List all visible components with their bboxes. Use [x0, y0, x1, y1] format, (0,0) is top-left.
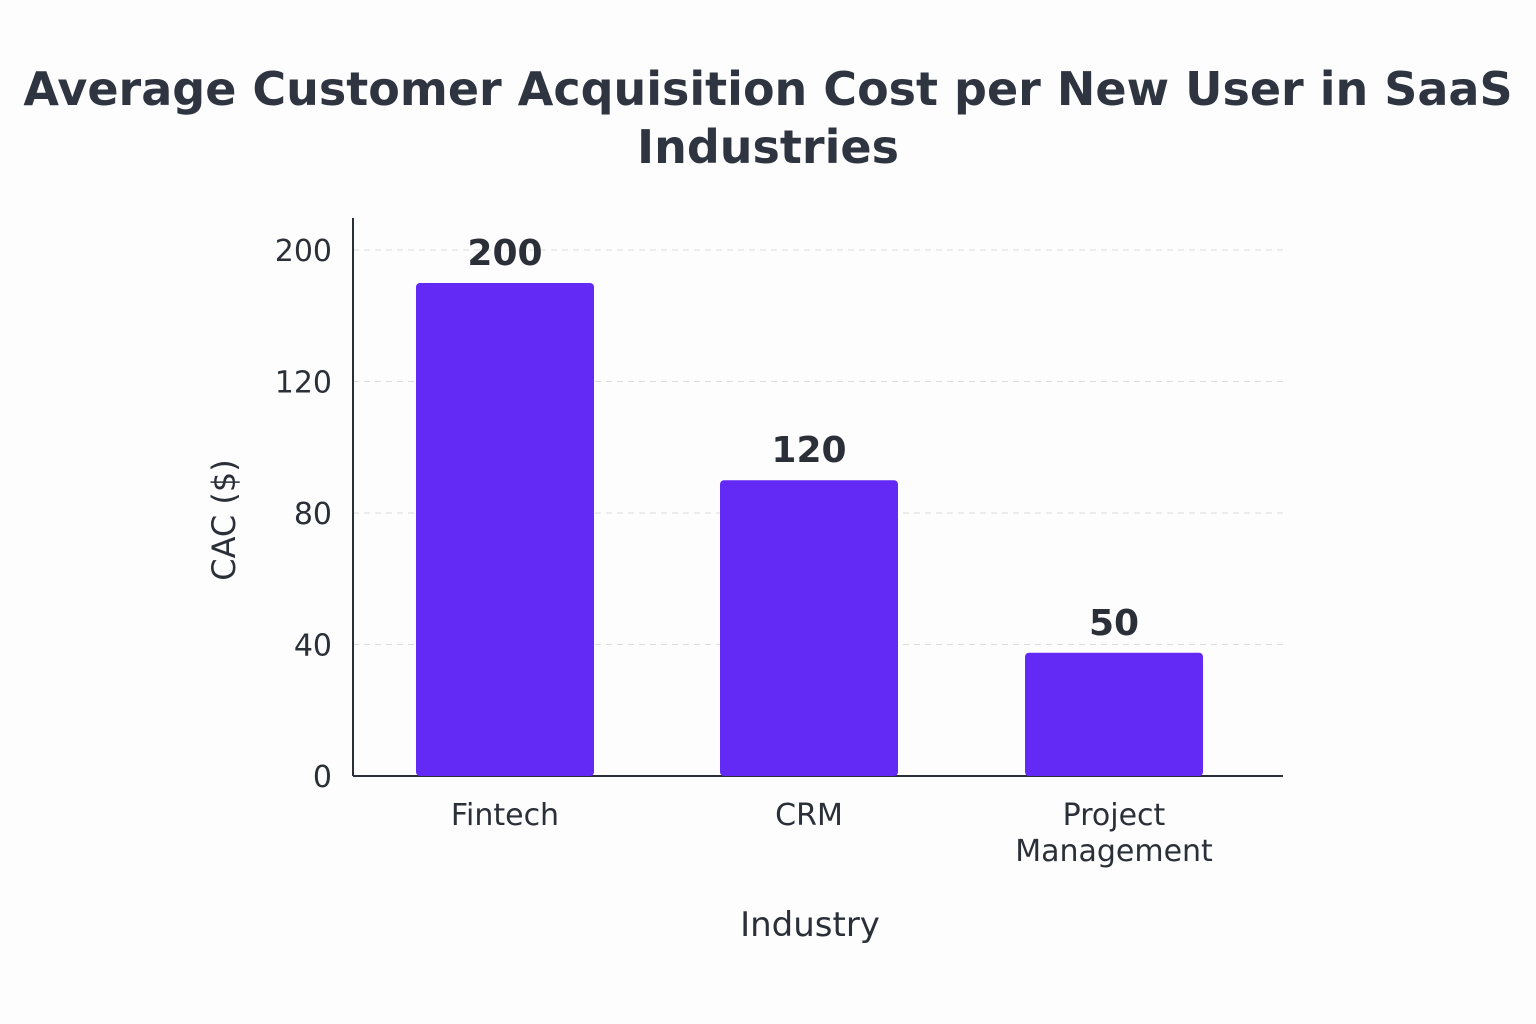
y-tick-label: 40	[294, 629, 332, 664]
chart-title: Average Customer Acquisition Cost per Ne…	[23, 62, 1513, 174]
y-tick-label: 120	[275, 366, 332, 401]
data-label: 120	[771, 430, 846, 471]
bar-project-management	[1025, 652, 1203, 776]
bar-fintech	[416, 283, 594, 776]
x-axis-label: Industry	[740, 905, 880, 945]
bar-crm	[720, 480, 898, 776]
y-axis-label: CAC ($)	[205, 459, 243, 581]
data-label: 200	[467, 233, 542, 274]
x-tick-label: CRM	[775, 798, 843, 833]
y-tick-label: 200	[275, 234, 332, 269]
y-tick-label: 80	[294, 497, 332, 532]
data-label: 50	[1089, 603, 1139, 644]
x-tick-label: Fintech	[451, 798, 559, 833]
x-tick-label: Project Management	[1015, 798, 1213, 869]
y-tick-label: 0	[313, 760, 332, 795]
